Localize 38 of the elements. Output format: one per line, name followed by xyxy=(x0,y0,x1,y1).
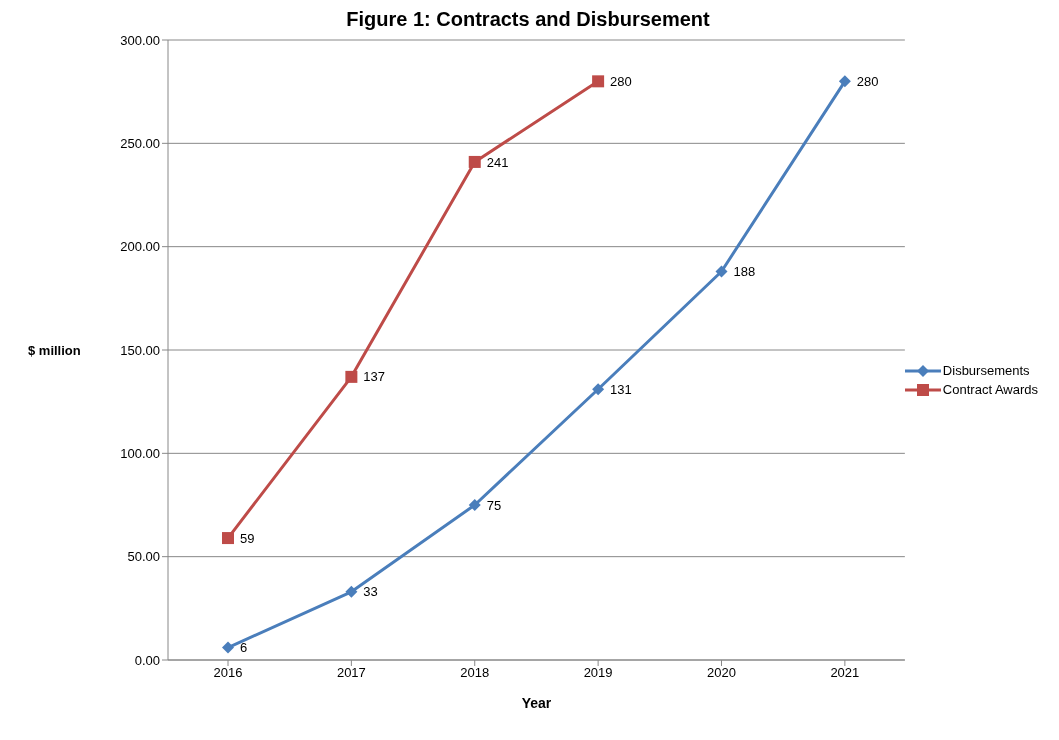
x-tick-label: 2019 xyxy=(583,665,613,681)
data-label: 241 xyxy=(486,154,509,170)
y-tick-label: 150.00 xyxy=(120,342,160,358)
point xyxy=(345,585,358,598)
data-label: 33 xyxy=(363,584,378,600)
x-tick-label: 2018 xyxy=(460,665,490,681)
y-axis-title: $ million xyxy=(28,342,81,358)
data-label: 280 xyxy=(856,73,879,89)
chart-title: Figure 1: Contracts and Disbursement xyxy=(345,8,711,30)
data-label: 75 xyxy=(486,497,502,513)
y-tick-label: 250.00 xyxy=(120,135,160,151)
y-tick-label: 0.00 xyxy=(134,652,160,668)
x-tick-label: 2020 xyxy=(707,665,736,681)
point xyxy=(592,383,605,396)
y-tick-label: 300.00 xyxy=(120,32,160,48)
point xyxy=(345,370,358,383)
y-tick-label: 200.00 xyxy=(120,239,160,255)
x-tick-label: 2016 xyxy=(213,665,243,681)
data-label: 6 xyxy=(240,640,248,656)
point xyxy=(468,155,481,168)
data-label: 131 xyxy=(610,381,632,397)
y-tick-label: 50.00 xyxy=(127,549,160,565)
point xyxy=(222,532,234,545)
y-tick-label: 100.00 xyxy=(120,445,160,461)
x-tick-label: 2017 xyxy=(336,665,366,681)
point xyxy=(222,641,234,654)
point xyxy=(715,265,728,278)
x-axis-title: Year xyxy=(521,695,552,711)
point xyxy=(468,499,481,511)
data-label: 188 xyxy=(733,264,756,280)
data-label: 280 xyxy=(610,73,632,89)
point xyxy=(592,75,605,88)
data-label: 59 xyxy=(240,530,255,546)
legend-label: Contract Awards xyxy=(942,382,1038,397)
x-tick-label: 2021 xyxy=(830,665,860,681)
legend-label: Disbursements xyxy=(942,363,1030,378)
point xyxy=(838,75,851,88)
data-label: 137 xyxy=(363,369,386,385)
